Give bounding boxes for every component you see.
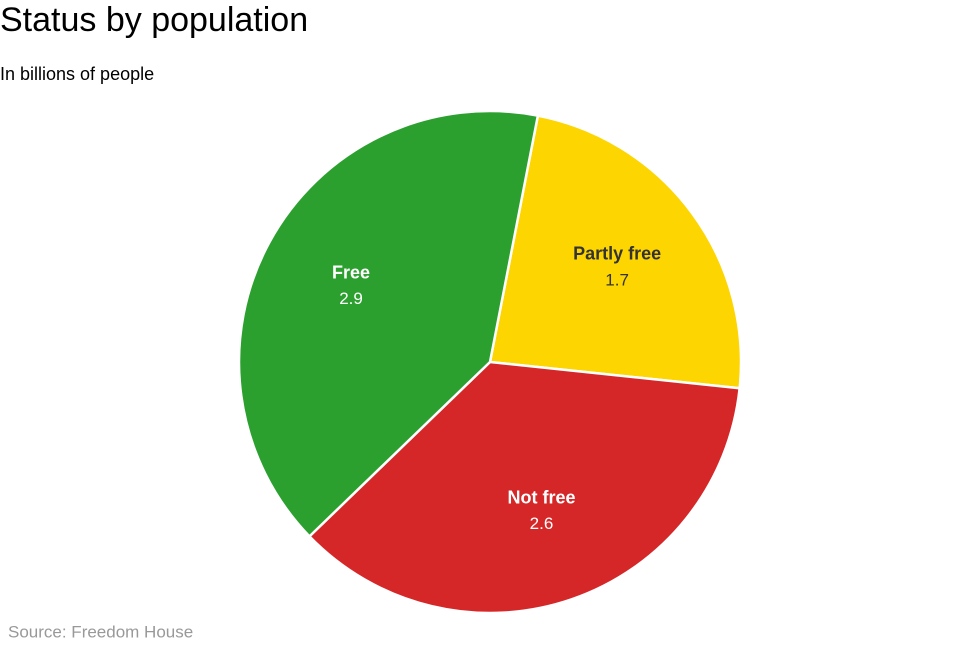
source-note: Source: Freedom House bbox=[8, 622, 193, 641]
pie-slice bbox=[488, 114, 743, 390]
chart-title: Status by population bbox=[0, 1, 308, 39]
slice-label: Free bbox=[332, 262, 370, 282]
slice-label: Not free bbox=[507, 487, 575, 507]
pie-slice bbox=[307, 360, 742, 615]
pie-slice bbox=[237, 109, 540, 539]
slice-value: 2.9 bbox=[339, 289, 363, 308]
chart-subtitle: In billions of people bbox=[0, 64, 154, 84]
slice-value: 1.7 bbox=[605, 270, 629, 289]
slice-value: 2.6 bbox=[530, 514, 554, 533]
slice-label: Partly free bbox=[573, 244, 661, 264]
